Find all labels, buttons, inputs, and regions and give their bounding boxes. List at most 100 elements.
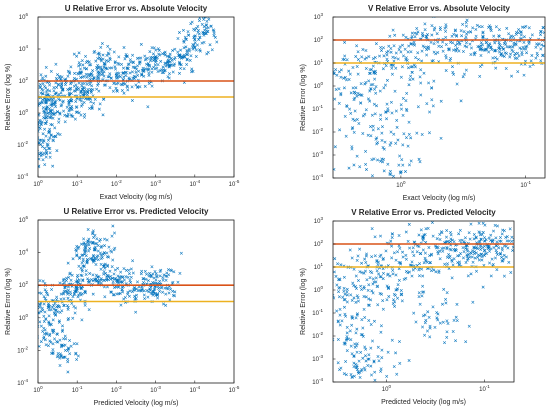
data-point — [38, 291, 41, 295]
data-point — [82, 93, 86, 97]
data-point — [534, 56, 538, 60]
data-point — [376, 177, 379, 178]
data-point — [33, 295, 36, 298]
data-point — [535, 13, 538, 16]
data-point — [45, 111, 49, 115]
data-point — [425, 48, 429, 52]
x-tick-label: 10-1 — [520, 180, 531, 189]
data-point — [43, 121, 47, 125]
data-point — [333, 145, 337, 149]
data-point — [109, 76, 113, 80]
data-point — [380, 138, 384, 142]
y-tick-label: 101 — [314, 262, 324, 271]
data-point — [33, 137, 36, 140]
data-point — [31, 311, 34, 314]
data-point — [462, 72, 466, 76]
data-point — [32, 102, 35, 105]
data-point — [79, 91, 83, 95]
data-point — [67, 99, 71, 103]
data-point — [111, 293, 115, 297]
data-point — [151, 52, 155, 56]
data-point — [334, 274, 338, 278]
data-point — [93, 246, 97, 250]
data-point — [47, 314, 51, 318]
data-point — [60, 83, 64, 87]
data-point — [394, 51, 398, 55]
data-point — [45, 119, 49, 123]
data-point — [63, 286, 67, 290]
data-point — [361, 356, 365, 360]
data-point — [156, 292, 160, 296]
data-point — [182, 67, 186, 71]
data-point — [48, 147, 52, 151]
data-point — [351, 86, 355, 90]
data-point — [38, 105, 39, 109]
data-point — [146, 295, 150, 299]
data-point — [357, 359, 361, 363]
data-point — [460, 238, 464, 242]
data-point — [385, 50, 389, 54]
x-tick-label: 10-1 — [479, 384, 490, 393]
data-point — [520, 241, 523, 244]
data-point — [445, 246, 449, 249]
data-point — [366, 303, 370, 307]
data-point — [502, 253, 506, 257]
data-point — [375, 260, 379, 264]
data-point — [110, 66, 114, 70]
data-point — [128, 289, 132, 293]
data-point — [158, 274, 162, 278]
data-point — [451, 70, 455, 74]
data-point — [44, 74, 48, 78]
data-point — [48, 89, 52, 93]
data-point — [428, 261, 432, 265]
data-point — [79, 266, 83, 270]
data-point — [75, 77, 79, 81]
data-point — [404, 136, 408, 140]
data-point — [309, 60, 312, 63]
data-point — [344, 360, 348, 364]
data-point — [32, 302, 35, 305]
data-point — [414, 56, 418, 60]
data-point — [88, 77, 92, 81]
data-point — [415, 250, 419, 254]
data-point — [537, 251, 540, 254]
data-point — [30, 315, 33, 318]
data-point — [56, 83, 60, 87]
data-point — [42, 336, 46, 340]
data-point — [411, 246, 415, 250]
data-point — [85, 260, 89, 264]
data-point — [543, 36, 545, 40]
data-point — [41, 76, 45, 80]
data-point — [70, 104, 74, 108]
data-point — [369, 87, 373, 91]
data-point — [137, 56, 141, 60]
data-point — [370, 373, 374, 377]
data-point — [409, 65, 413, 69]
data-point — [85, 258, 89, 262]
data-point — [113, 65, 117, 69]
data-point — [325, 301, 328, 304]
data-point — [53, 301, 57, 305]
data-point — [106, 75, 110, 79]
data-point — [384, 110, 388, 114]
y-tick-label: 100 — [314, 81, 324, 90]
data-point — [472, 252, 476, 256]
data-point — [394, 288, 398, 292]
data-point — [410, 36, 414, 40]
data-point — [158, 53, 162, 57]
data-point — [343, 297, 347, 301]
data-point — [96, 254, 100, 258]
data-point — [166, 268, 170, 272]
data-point — [428, 110, 432, 114]
data-point — [359, 101, 363, 105]
data-point — [464, 68, 468, 72]
data-point — [342, 289, 346, 293]
data-point — [525, 51, 529, 55]
data-point — [469, 222, 473, 226]
data-point — [397, 340, 401, 344]
data-point — [146, 61, 150, 65]
data-point — [467, 231, 471, 235]
data-point — [38, 152, 41, 156]
data-point — [412, 254, 416, 258]
data-point — [392, 292, 396, 296]
